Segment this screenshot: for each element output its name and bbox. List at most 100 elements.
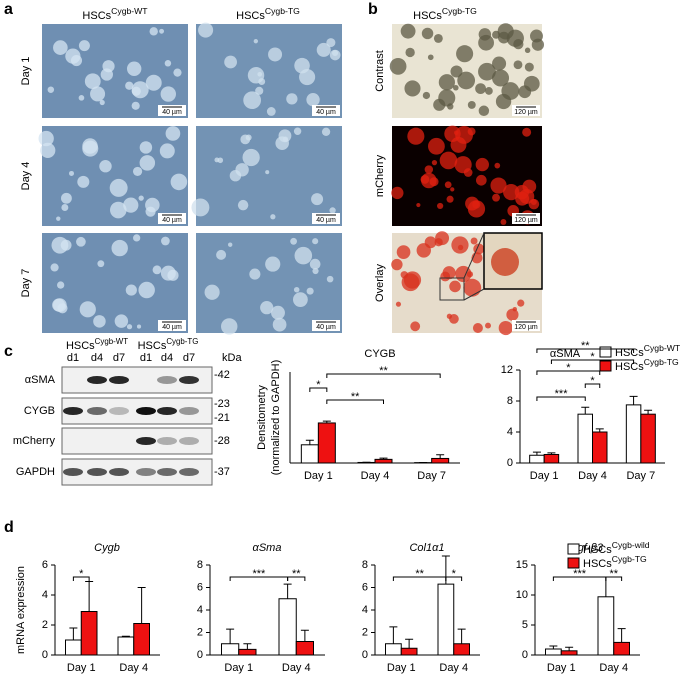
cell [293,286,300,293]
header: HSCsCygb-WT [66,337,128,352]
cell [513,60,523,70]
legend-swatch [567,557,580,569]
band [179,407,199,415]
band [87,468,107,476]
cell [294,246,313,265]
y-tick-label: 0 [197,649,203,661]
cell [442,266,456,280]
sig-label: ** [581,340,590,352]
cell [446,313,452,319]
cell [503,183,520,201]
cell [478,105,490,117]
cell [125,284,137,296]
row-label: Day 1 [20,57,32,86]
cell [501,82,520,100]
cell [57,303,68,314]
cell [110,201,127,219]
cell [427,54,434,61]
sig-label: ** [415,568,424,580]
cell [138,281,155,299]
band [179,468,199,476]
cell [204,284,220,300]
y-tick-label: 12 [501,364,513,376]
cell [492,193,500,202]
cell [524,47,531,54]
band [87,376,107,384]
cell [449,280,461,293]
bar [117,636,135,656]
sig-bracket [536,370,601,375]
cell [475,157,489,172]
sig-bracket [72,576,90,581]
cell [293,127,302,135]
scale-box [512,320,540,331]
bar [597,596,615,656]
cell [410,321,421,332]
cell [396,245,411,259]
cell [123,197,139,213]
cell [463,278,482,297]
header-sup: Cygb-WT [111,6,148,16]
cell [191,198,210,217]
y-tick-label: 4 [197,604,203,616]
cell [260,301,274,315]
cell [139,141,153,154]
error-bar [617,628,626,643]
cell [125,81,134,90]
error-bar [629,395,638,405]
row-label: Contrast [374,50,386,92]
cell [242,148,260,167]
lane-label: d1 [67,352,79,364]
cell [500,219,507,225]
cell [400,271,408,279]
scale-box [158,105,186,116]
cell [255,86,264,95]
header: HSCsCygb-WT [82,6,148,22]
bar [560,650,578,656]
x-tick-label: Day 1 [224,662,253,674]
legend-swatch [567,543,580,555]
cell [217,157,224,164]
cell [492,56,507,71]
cell [312,267,319,275]
cell [76,236,86,247]
y-tick-label: 2 [197,626,203,638]
band [136,437,156,445]
micrograph [42,24,188,118]
cell [224,55,237,69]
cell [475,83,486,95]
header-sup: Cygb-WT [95,337,129,346]
bar [529,454,545,464]
cell [173,68,182,77]
cell [407,127,425,145]
sig-label: * [79,568,84,580]
band [179,376,199,384]
x-tick-label: Day 4 [599,662,628,674]
y-tick-label: 0 [362,649,368,661]
sig-label: * [316,379,321,391]
x-tick-label: Day 1 [387,662,416,674]
error-bar [565,646,574,651]
header: HSCsCygb-TG [138,337,199,352]
y-axis-label: mRNA expression [15,566,27,654]
x-tick-label: Day 4 [119,662,148,674]
band [157,376,177,384]
bar [385,643,402,656]
band [179,437,199,445]
cell [517,299,525,307]
cell [145,197,160,213]
cell [306,287,314,295]
error-bar [405,638,414,649]
cell [268,47,283,62]
cell [47,86,55,93]
cell [159,143,175,159]
y-tick-label: 8 [197,559,203,571]
unit-label: kDa [222,352,242,364]
band [136,407,156,415]
cell [160,86,177,102]
cell [497,23,514,40]
cell [456,45,474,63]
y-axis-label: Densitometry [256,385,268,450]
band [157,437,177,445]
scale-label: 120 µm [514,109,538,116]
